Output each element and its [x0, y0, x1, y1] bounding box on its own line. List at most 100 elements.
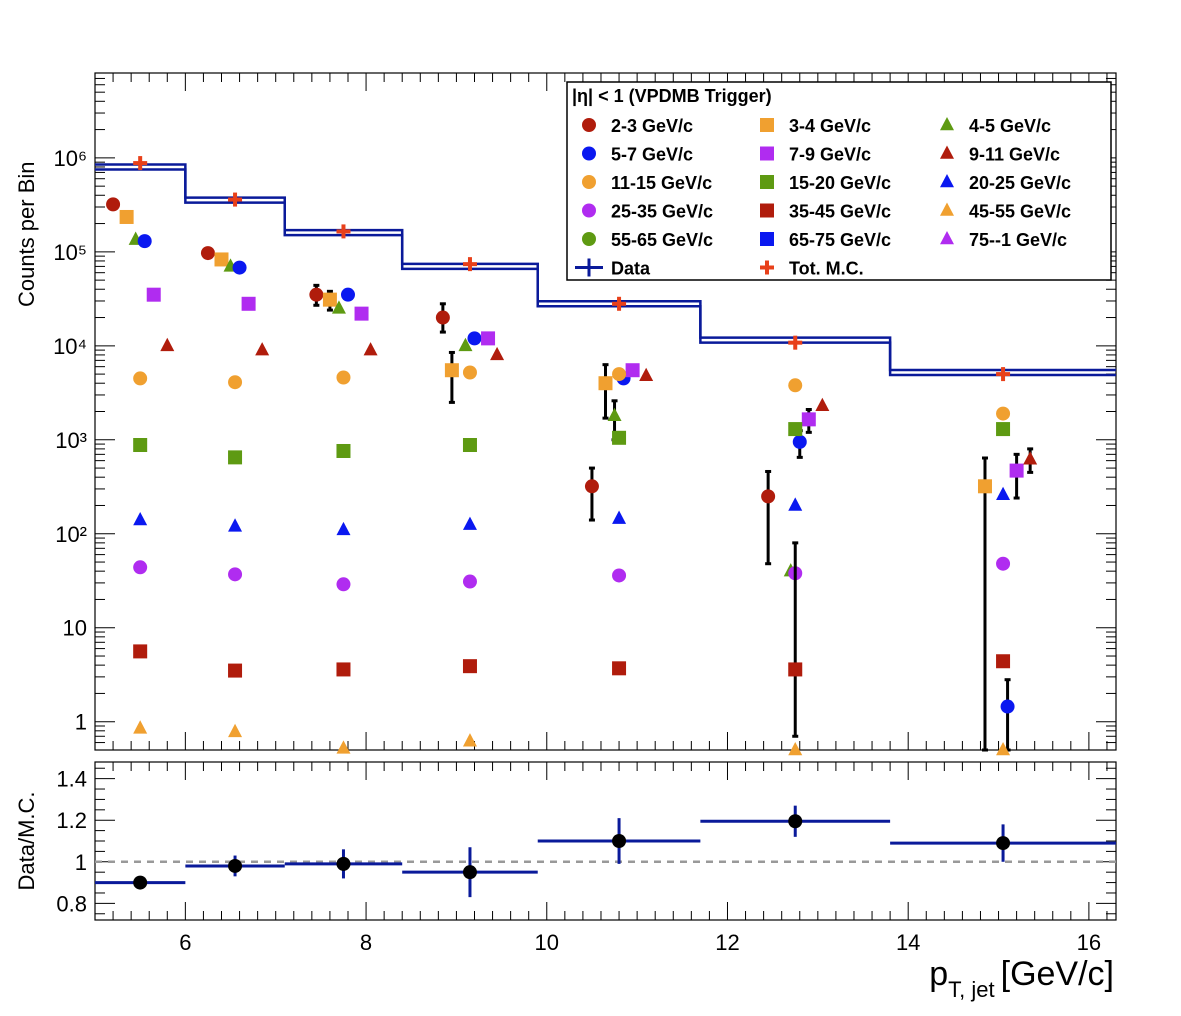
ratio-point	[336, 856, 351, 871]
point-35-45-gev-c	[612, 661, 627, 676]
legend-marker	[760, 232, 774, 246]
legend-label: Tot. M.C.	[789, 259, 864, 279]
y-tick-label: 1.4	[56, 767, 87, 792]
legend-label: 4-5 GeV/c	[969, 116, 1051, 136]
point-11-15-gev-c	[996, 406, 1011, 421]
legend-label: 9-11 GeV/c	[969, 145, 1060, 165]
y-tick-label: 1	[75, 850, 87, 875]
legend-label: 65-75 GeV/c	[789, 230, 891, 250]
legend-marker	[760, 118, 774, 132]
point-9-11-gev-c	[639, 367, 654, 382]
point-45-55-gev-c	[788, 741, 803, 756]
y-tick-label: 10³	[55, 428, 87, 453]
point-45-55-gev-c	[133, 720, 148, 734]
point-20-25-gev-c	[133, 511, 148, 526]
point-45-55-gev-c	[228, 723, 243, 738]
mc-total-point	[336, 224, 351, 239]
point-11-15-gev-c	[612, 367, 627, 382]
legend-marker	[940, 173, 954, 188]
point-45-55-gev-c	[462, 733, 477, 747]
point-11-15-gev-c	[228, 375, 243, 390]
point-15-20-gev-c	[462, 438, 477, 453]
legend-marker	[760, 260, 774, 275]
x-tick-label: 8	[360, 930, 372, 955]
point-9-11-gev-c	[255, 342, 270, 356]
point-4-5-gev-c	[607, 407, 622, 422]
legend-title: |η| < 1 (VPDMB Trigger)	[572, 86, 772, 106]
point-20-25-gev-c	[612, 510, 627, 524]
y-tick-label: 1	[75, 710, 87, 735]
point-35-45-gev-c	[133, 644, 148, 659]
point-20-25-gev-c	[788, 497, 803, 511]
legend-marker	[582, 118, 596, 132]
legend-label: 55-65 GeV/c	[611, 230, 713, 250]
point-35-45-gev-c	[228, 663, 243, 678]
y-tick-label: 10⁴	[53, 334, 87, 359]
legend-marker	[760, 175, 774, 189]
legend-label: 25-35 GeV/c	[611, 202, 713, 222]
point-35-45-gev-c	[996, 654, 1011, 669]
point-7-9-gev-c	[146, 287, 161, 302]
main-y-axis-ticks: 1 10 10² 10³ 10⁴ 10⁵ 10⁶	[53, 72, 1116, 751]
legend-label: 2-3 GeV/c	[611, 116, 693, 136]
legend-label: 45-55 GeV/c	[969, 202, 1071, 222]
legend-label: Data	[611, 259, 651, 279]
point-9-11-gev-c	[363, 342, 378, 356]
ratio-y-axis-title: Data/M.C.	[14, 791, 39, 890]
point-15-20-gev-c	[133, 438, 148, 453]
x-tick-label: 14	[896, 930, 920, 955]
point-45-55-gev-c	[996, 741, 1011, 756]
ratio-point	[612, 834, 627, 848]
mc-total-point	[788, 335, 803, 350]
point-9-11-gev-c	[815, 397, 830, 412]
point-3-4-gev-c	[214, 252, 229, 267]
point-11-15-gev-c	[336, 370, 351, 385]
point-9-11-gev-c	[490, 346, 505, 361]
y-tick-label: 10	[63, 616, 87, 641]
legend-label: 15-20 GeV/c	[789, 173, 891, 193]
point-2-3-gev-c	[106, 197, 121, 212]
ratio-y-axis-ticks: 0.8 1 1.2 1.4	[56, 767, 1116, 916]
y-axis-title: Counts per Bin	[14, 162, 39, 308]
point-25-35-gev-c	[462, 574, 477, 589]
point-3-4-gev-c	[119, 209, 134, 224]
legend-label: 5-7 GeV/c	[611, 145, 693, 165]
y-tick-label: 1.2	[56, 808, 87, 833]
point-25-35-gev-c	[133, 560, 148, 575]
point-7-9-gev-c	[481, 331, 496, 346]
point-15-20-gev-c	[996, 422, 1011, 437]
point-2-3-gev-c	[309, 287, 324, 302]
point-3-4-gev-c	[977, 479, 992, 494]
legend-marker	[940, 145, 954, 159]
point-7-9-gev-c	[801, 412, 816, 427]
point-45-55-gev-c	[336, 740, 351, 754]
point-9-11-gev-c	[1023, 451, 1038, 465]
legend-marker	[582, 146, 596, 161]
point-15-20-gev-c	[612, 430, 627, 445]
point-11-15-gev-c	[462, 365, 477, 380]
legend-label: 20-25 GeV/c	[969, 173, 1071, 193]
point-5-7-gev-c	[340, 287, 355, 302]
point-25-35-gev-c	[612, 568, 627, 583]
y-tick-label: 0.8	[56, 891, 87, 916]
x-tick-label: 6	[179, 930, 191, 955]
legend-marker	[582, 203, 596, 218]
point-3-4-gev-c	[322, 292, 337, 307]
mc-total-points	[133, 156, 1011, 382]
ratio-point	[228, 858, 243, 873]
point-5-7-gev-c	[467, 331, 482, 346]
point-2-3-gev-c	[761, 489, 776, 504]
legend-label: 11-15 GeV/c	[611, 173, 712, 193]
point-7-9-gev-c	[354, 306, 369, 321]
point-15-20-gev-c	[228, 450, 243, 465]
ratio-points	[95, 805, 1116, 898]
point-11-15-gev-c	[788, 378, 803, 393]
legend-marker	[582, 232, 596, 246]
point-35-45-gev-c	[788, 662, 803, 677]
y-tick-label: 10⁵	[53, 240, 87, 265]
point-3-4-gev-c	[598, 376, 613, 391]
point-20-25-gev-c	[228, 518, 243, 532]
x-axis-title: pT, jet [GeV/c]	[929, 955, 1114, 1002]
point-15-20-gev-c	[788, 422, 803, 437]
